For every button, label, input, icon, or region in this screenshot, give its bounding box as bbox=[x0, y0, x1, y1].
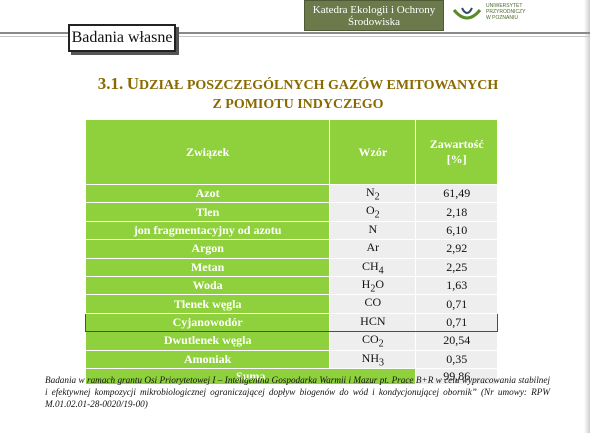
table-row: Cyjanowodór HCN 0,71 bbox=[84, 312, 498, 333]
compound-formula: CH4 bbox=[329, 257, 417, 277]
table-header-row: Związek Wzór Zawartość [%] bbox=[84, 119, 498, 185]
university-line3: W POZNANIU bbox=[486, 15, 518, 21]
gas-table: Związek Wzór Zawartość [%] Azot N2 61,49 Tl… bbox=[84, 119, 498, 386]
header-formula: Wzór bbox=[329, 119, 417, 185]
department-banner: Katedra Ekologii i Ochrony Środowiska bbox=[304, 0, 444, 31]
header-content: Zawartość [%] bbox=[415, 119, 498, 185]
table-row: Tlenek węgla CO 0,71 bbox=[84, 294, 498, 314]
compound-formula: O2 bbox=[329, 202, 417, 222]
title-line1: 3.1. UDZIAŁ POSZCZEGÓLNYCH GAZÓW EMITOWA… bbox=[60, 74, 536, 95]
table-row: Amoniak NH3 0,35 bbox=[84, 349, 498, 369]
header-rule-thin bbox=[0, 36, 590, 37]
formula-subscript: 2 bbox=[374, 209, 380, 221]
formula-main: N bbox=[366, 185, 375, 199]
formula-main: NH bbox=[361, 350, 380, 365]
compound-formula: HCN bbox=[329, 312, 417, 333]
table-row: Tlen O2 2,18 bbox=[84, 202, 498, 222]
department-line2: Środowiska bbox=[348, 16, 400, 28]
content-value: 0,71 bbox=[415, 312, 498, 333]
formula-main: HCN bbox=[360, 313, 386, 328]
table-row: jon fragmentacyjny od azotu N 6,10 bbox=[84, 220, 498, 241]
formula-main: O bbox=[366, 203, 375, 218]
compound-formula: N2 bbox=[329, 183, 417, 204]
content-value: 6,10 bbox=[415, 220, 498, 241]
header-compound: Związek bbox=[84, 119, 331, 185]
university-logo: UNIWERSYTET PRZYRODNICZY W POZNANIU bbox=[452, 2, 572, 30]
formula-subscript: 2 bbox=[374, 191, 380, 203]
formula-subscript: 4 bbox=[378, 264, 384, 276]
header-rule bbox=[0, 32, 590, 34]
table-row: Dwutlenek węgla CO2 20,54 bbox=[84, 331, 498, 351]
compound-name: Tlen bbox=[84, 202, 331, 222]
formula-subscript: 2 bbox=[370, 283, 376, 295]
compound-name: Cyjanowodór bbox=[84, 312, 331, 333]
compound-name: Tlenek węgla bbox=[84, 294, 331, 314]
content-value: 0,71 bbox=[415, 294, 498, 314]
formula-subscript: 2 bbox=[378, 338, 384, 350]
compound-formula: CO bbox=[329, 294, 417, 314]
title-line1-rest: DZIAŁ POSZCZEGÓLNYCH GAZÓW EMITOWANYCH bbox=[139, 78, 499, 93]
compound-name: jon fragmentacyjny od azotu bbox=[84, 220, 331, 241]
content-value: 2,92 bbox=[415, 239, 498, 259]
table-row: Metan CH4 2,25 bbox=[84, 257, 498, 277]
formula-main: Ar bbox=[366, 240, 380, 255]
slide-edge-shadow bbox=[584, 0, 590, 433]
title-number: 3.1. bbox=[97, 74, 124, 93]
content-value: 2,18 bbox=[415, 202, 498, 222]
formula-tail: O bbox=[375, 276, 385, 291]
compound-name: Azot bbox=[84, 183, 331, 204]
total-value: 99,86 bbox=[415, 367, 498, 386]
title-first-letter: U bbox=[126, 74, 139, 93]
formula-main: CO bbox=[364, 295, 382, 310]
title-line2: Z POMIOTU INDYCZEGO bbox=[212, 97, 384, 112]
table-row: Woda H2O 1,63 bbox=[84, 275, 498, 296]
compound-name: Dwutlenek węgla bbox=[84, 331, 331, 351]
compound-formula: NH3 bbox=[329, 349, 417, 369]
compound-formula: CO2 bbox=[329, 331, 417, 351]
compound-name: Metan bbox=[84, 257, 331, 277]
table-row: Argon Ar 2,92 bbox=[84, 239, 498, 259]
compound-name: Woda bbox=[84, 275, 331, 296]
university-name: UNIWERSYTET PRZYRODNICZY W POZNANIU bbox=[486, 3, 525, 21]
department-line1: Katedra Ekologii i Ochrony bbox=[312, 4, 436, 16]
compound-name: Argon bbox=[84, 239, 331, 259]
university-line2: PRZYRODNICZY bbox=[486, 9, 526, 15]
content-value: 1,63 bbox=[415, 275, 498, 296]
formula-main: CO bbox=[362, 332, 379, 347]
compound-formula: Ar bbox=[329, 239, 417, 259]
header-content-line1: Zawartość bbox=[429, 137, 484, 151]
total-label: Suma bbox=[84, 367, 416, 386]
slide-title: 3.1. UDZIAŁ POSZCZEGÓLNYCH GAZÓW EMITOWA… bbox=[60, 74, 536, 114]
table-total-row: Suma 99,86 bbox=[84, 367, 498, 386]
university-line1: UNIWERSYTET bbox=[486, 3, 523, 9]
content-value: 0,35 bbox=[415, 349, 498, 369]
footnote: Badania w ramach grantu Osi Priorytetowe… bbox=[45, 375, 550, 409]
content-value: 61,49 bbox=[415, 183, 498, 204]
content-value: 2,25 bbox=[415, 257, 498, 277]
header-content-line2: [%] bbox=[446, 152, 467, 166]
formula-main: H bbox=[361, 276, 371, 291]
compound-formula: H2O bbox=[329, 275, 417, 296]
formula-main: CH bbox=[362, 258, 379, 273]
leaf-logo-icon bbox=[452, 7, 482, 20]
compound-name: Amoniak bbox=[84, 349, 331, 369]
content-value: 20,54 bbox=[415, 331, 498, 351]
table-row: Azot N2 61,49 bbox=[84, 183, 498, 204]
formula-subscript: 3 bbox=[379, 356, 385, 368]
compound-formula: N bbox=[329, 220, 417, 241]
section-label: Badania własne bbox=[68, 24, 176, 52]
formula-main: N bbox=[368, 221, 378, 236]
